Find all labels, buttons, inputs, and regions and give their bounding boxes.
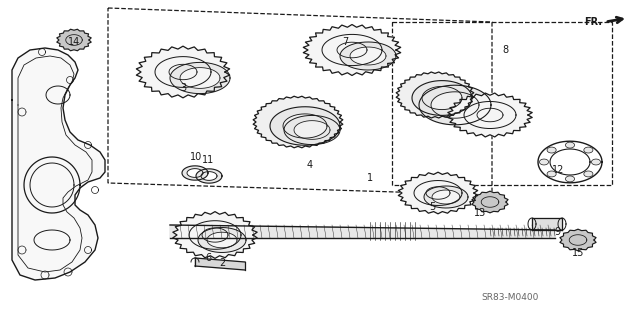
Polygon shape — [196, 169, 222, 183]
Text: 15: 15 — [572, 248, 584, 258]
Text: 4: 4 — [307, 160, 313, 170]
Polygon shape — [195, 258, 245, 270]
Text: 8: 8 — [502, 45, 508, 55]
Polygon shape — [424, 186, 468, 208]
Polygon shape — [270, 107, 340, 145]
Text: FR.: FR. — [584, 17, 602, 27]
Polygon shape — [253, 96, 343, 148]
Text: 14: 14 — [68, 37, 80, 47]
Text: 12: 12 — [552, 165, 564, 175]
Text: 1: 1 — [367, 173, 373, 183]
Polygon shape — [547, 147, 556, 153]
Polygon shape — [303, 25, 401, 76]
Polygon shape — [448, 93, 532, 137]
Polygon shape — [566, 176, 575, 182]
Text: 9: 9 — [554, 227, 560, 237]
Polygon shape — [170, 63, 230, 93]
Polygon shape — [532, 218, 562, 230]
Polygon shape — [560, 229, 596, 251]
Polygon shape — [173, 211, 257, 258]
Polygon shape — [182, 166, 208, 180]
Polygon shape — [12, 48, 105, 280]
Polygon shape — [566, 142, 575, 148]
Text: 11: 11 — [202, 155, 214, 165]
Text: 2: 2 — [219, 258, 225, 268]
Polygon shape — [198, 227, 246, 252]
Polygon shape — [170, 225, 555, 238]
Polygon shape — [57, 29, 91, 51]
Polygon shape — [412, 81, 472, 115]
Polygon shape — [284, 115, 340, 145]
Text: 6: 6 — [205, 253, 211, 263]
Polygon shape — [584, 171, 593, 177]
Polygon shape — [396, 72, 474, 118]
Polygon shape — [340, 42, 396, 70]
Polygon shape — [472, 191, 508, 213]
Text: 10: 10 — [190, 152, 202, 162]
Polygon shape — [136, 46, 230, 98]
Text: SR83-M0400: SR83-M0400 — [481, 293, 539, 302]
Text: 13: 13 — [474, 208, 486, 218]
Polygon shape — [547, 171, 556, 177]
Polygon shape — [419, 85, 491, 125]
Polygon shape — [591, 159, 600, 165]
Polygon shape — [398, 172, 477, 214]
Text: 3: 3 — [180, 83, 186, 93]
Text: 7: 7 — [342, 37, 348, 47]
Polygon shape — [584, 147, 593, 153]
Text: 5: 5 — [429, 202, 435, 212]
Polygon shape — [540, 159, 548, 165]
